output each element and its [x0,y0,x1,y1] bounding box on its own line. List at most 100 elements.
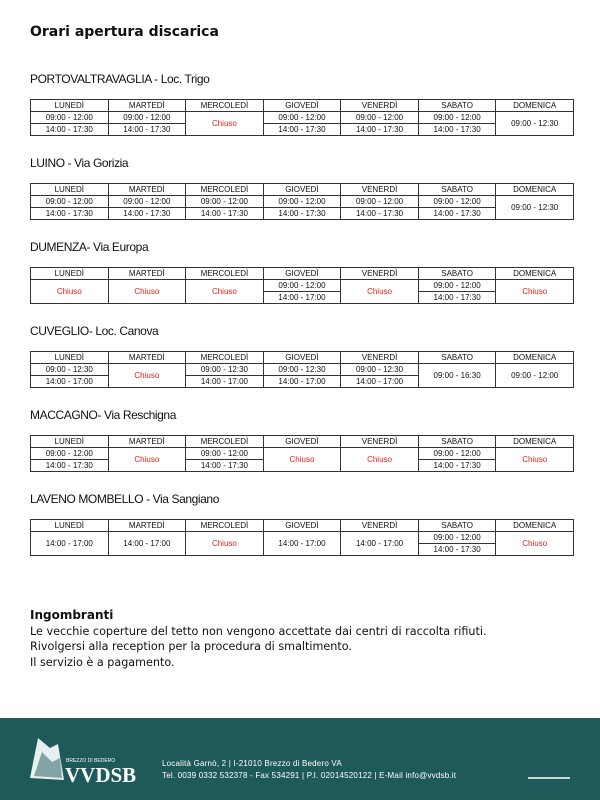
time-cell: 14:00 - 17:30 [107,123,187,136]
day-header: LUNEDÌ [30,99,109,112]
time-cell: 09:00 - 12:00 [417,111,497,124]
time-cell: 09:00 - 12:00 [340,111,419,124]
day-header: SABATO [417,519,497,532]
page-title: Orari apertura discarica [30,24,219,40]
time-cell: 09:00 - 12:00 [185,195,264,208]
notice-heading: Ingombranti [30,608,114,622]
day-header: SABATO [417,351,497,364]
closed-cell: Chiuso [495,447,574,472]
notice: Ingombranti Le vecchie coperture del tet… [30,608,487,670]
schedule-table: LUNEDÌ MARTEDÌ MERCOLEDÌ GIOVEDÌ VENERDÌ SABA… [30,519,574,556]
time-cell: 14:00 - 17:00 [185,375,264,388]
closed-cell: Chiuso [185,279,264,304]
time-cell: 09:00 - 12:00 [417,195,497,208]
day-header: LUNEDÌ [30,183,109,196]
header-row: LUNEDÌ MARTEDÌ MERCOLEDÌ GIOVEDÌ VENERDÌ SABA… [30,351,574,364]
footer: BREZZO DI BEDERO VVDSB Località Garnò, 2… [0,718,600,800]
day-header: MARTEDÌ [107,267,187,280]
brand: VVDSB [65,763,136,787]
time-cell: 14:00 - 17:00 [262,291,342,304]
time-cell: 09:00 - 12:00 [495,363,574,388]
time-cell: 14:00 - 17:30 [262,123,342,136]
section-name: DUMENZA- Via Europa [30,240,149,254]
time-cell: 14:00 - 17:30 [30,123,109,136]
time-cell: 14:00 - 17:30 [417,459,497,472]
closed-cell: Chiuso [262,447,342,472]
day-header: MERCOLEDÌ [185,351,264,364]
notice-line: Le vecchie coperture del tetto non vengo… [30,624,487,638]
section-name: CUVEGLIO- Loc. Canova [30,324,159,338]
time-row: 09:00 - 12:00 09:00 - 12:00 Chiuso 09:00 - … [30,111,574,136]
time-cell: 09:00 - 12:00 [185,447,264,460]
day-header: MERCOLEDÌ [185,435,264,448]
time-cell: 14:00 - 17:00 [107,531,187,556]
header-row: LUNEDÌ MARTEDÌ MERCOLEDÌ GIOVEDÌ VENERDÌ SABA… [30,99,574,112]
closed-cell: Chiuso [340,279,419,304]
day-header: DOMENICA [495,99,574,112]
day-header: DOMENICA [495,351,574,364]
closed-cell: Chiuso [107,363,187,388]
section-name: PORTOVALTRAVAGLIA - Loc. Trigo [30,72,210,86]
day-header: MARTEDÌ [107,183,187,196]
time-cell: 09:00 - 12:30 [262,363,342,376]
day-header: GIOVEDÌ [262,351,342,364]
closed-cell: Chiuso [185,111,264,136]
time-cell: 14:00 - 17:30 [417,543,497,556]
day-header: DOMENICA [495,435,574,448]
day-header: MERCOLEDÌ [185,183,264,196]
header-row: LUNEDÌ MARTEDÌ MERCOLEDÌ GIOVEDÌ VENERDÌ SABA… [30,435,574,448]
contacts: Tel. 0039 0332 532378 - Fax 534291 | P.I… [162,771,457,780]
time-row: 09:00 - 12:30 Chiuso 09:00 - 12:30 09:00 - … [30,363,574,388]
time-cell: 09:00 - 12:00 [262,111,342,124]
section: LUINO - Via Gorizia LUNEDÌ MARTEDÌ MERCOLED… [30,154,574,220]
time-cell: 14:00 - 17:30 [340,123,419,136]
time-cell: 09:00 - 12:00 [417,531,497,544]
section-name: LAVENO MOMBELLO - Via Sangiano [30,492,219,506]
time-cell: 09:00 - 12:00 [30,195,109,208]
notice-line: Il servizio è a pagamento. [30,655,175,669]
logo-shade [34,752,62,778]
time-row: 14:00 - 17:00 14:00 - 17:00 14:00 - 17:00 1… [30,375,574,388]
day-header: MERCOLEDÌ [185,519,264,532]
time-cell: 14:00 - 17:30 [107,207,187,220]
day-header: GIOVEDÌ [262,183,342,196]
time-cell: 14:00 - 17:00 [30,531,109,556]
time-row: 09:00 - 12:00 Chiuso 09:00 - 12:00 Chiuso Ch… [30,447,574,472]
time-cell: 09:00 - 12:00 [107,111,187,124]
closed-cell: Chiuso [107,279,187,304]
section-name: MACCAGNO- Via Reschigna [30,408,176,422]
time-row: 14:00 - 17:30 14:00 - 17:30 14:00 - 17:30 1… [30,123,574,136]
time-cell: 14:00 - 17:30 [340,207,419,220]
closed-cell: Chiuso [30,279,109,304]
time-cell: 14:00 - 17:00 [340,531,419,556]
time-cell: 09:00 - 12:30 [495,195,574,220]
closed-cell: Chiuso [340,447,419,472]
day-header: DOMENICA [495,267,574,280]
section: LAVENO MOMBELLO - Via Sangiano LUNEDÌ MART… [30,490,574,556]
time-cell: 09:00 - 12:00 [107,195,187,208]
schedule-table: LUNEDÌ MARTEDÌ MERCOLEDÌ GIOVEDÌ VENERDÌ SABA… [30,99,574,136]
section: PORTOVALTRAVAGLIA - Loc. Trigo LUNEDÌ MART… [30,70,574,136]
time-cell: 09:00 - 12:00 [417,447,497,460]
time-row: Chiuso Chiuso Chiuso 09:00 - 12:00 Chiuso 09:… [30,279,574,304]
time-cell: 09:00 - 12:30 [340,363,419,376]
day-header: DOMENICA [495,183,574,196]
time-row: 14:00 - 17:00 14:00 - 17:00 Chiuso 14:00 - … [30,531,574,556]
schedule-table: LUNEDÌ MARTEDÌ MERCOLEDÌ GIOVEDÌ VENERDÌ SABA… [30,267,574,304]
time-cell: 14:00 - 17:00 [30,375,109,388]
time-cell: 14:00 - 17:00 [262,375,342,388]
closed-cell: Chiuso [107,447,187,472]
closed-cell: Chiuso [495,531,574,556]
day-header: VENERDÌ [340,435,419,448]
day-header: VENERDÌ [340,183,419,196]
header-row: LUNEDÌ MARTEDÌ MERCOLEDÌ GIOVEDÌ VENERDÌ SABA… [30,183,574,196]
time-cell: 09:00 - 12:30 [185,363,264,376]
schedule-table: LUNEDÌ MARTEDÌ MERCOLEDÌ GIOVEDÌ VENERDÌ SABA… [30,435,574,472]
day-header: LUNEDÌ [30,519,109,532]
schedule-table: LUNEDÌ MARTEDÌ MERCOLEDÌ GIOVEDÌ VENERDÌ SABA… [30,351,574,388]
time-cell: 14:00 - 17:30 [417,123,497,136]
time-cell: 14:00 - 17:30 [262,207,342,220]
day-header: SABATO [417,435,497,448]
day-header: SABATO [417,99,497,112]
